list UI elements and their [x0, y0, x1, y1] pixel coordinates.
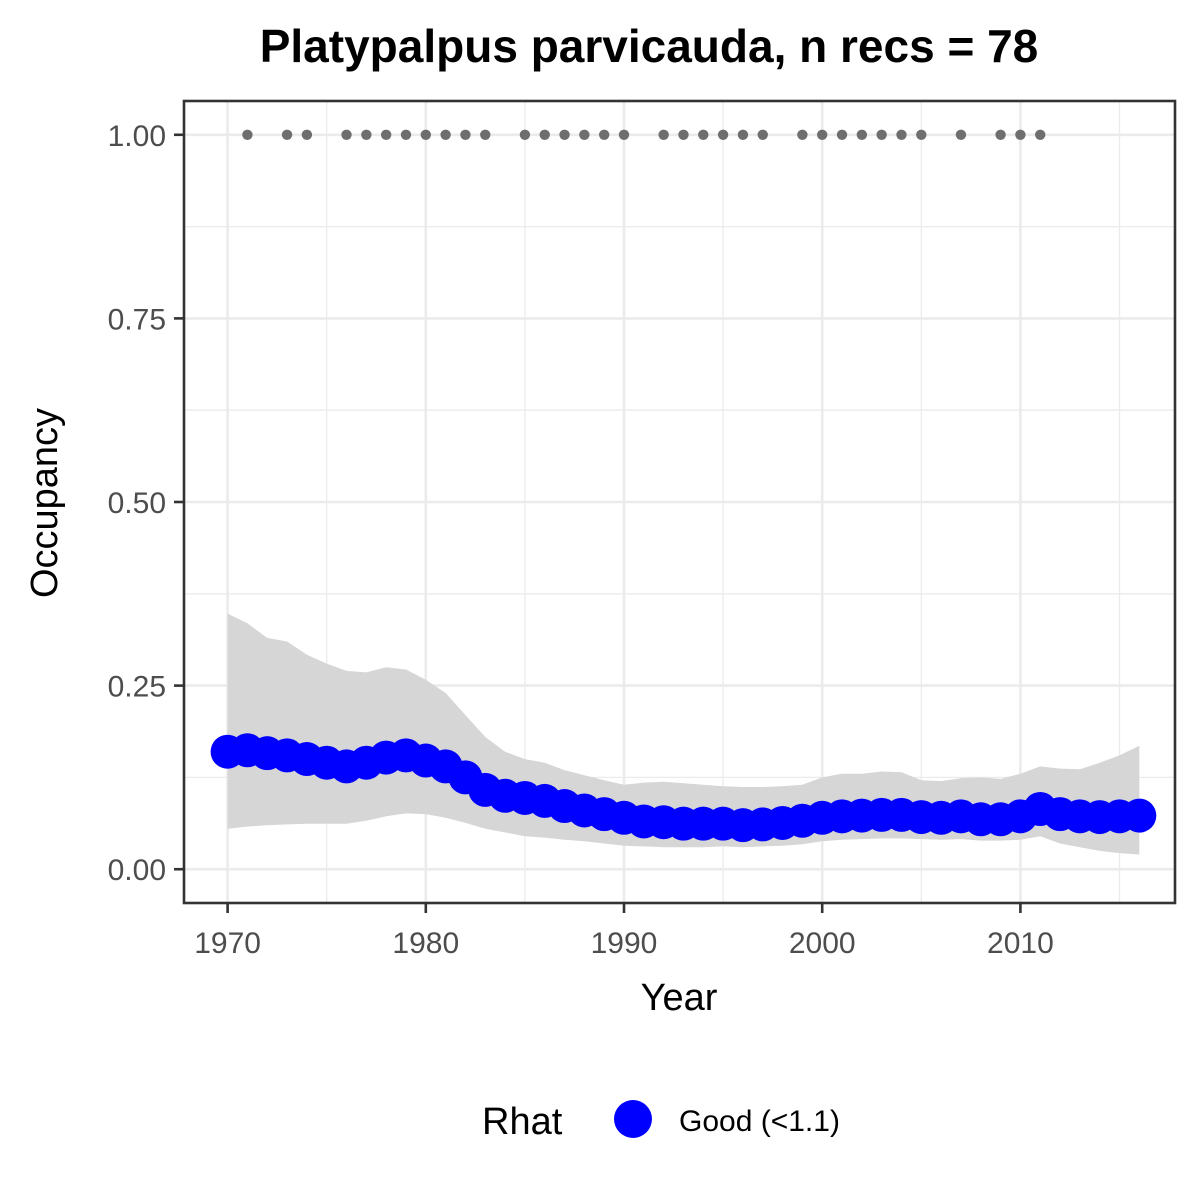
record-point	[698, 129, 709, 140]
record-point	[460, 129, 471, 140]
record-point	[757, 129, 768, 140]
record-point	[400, 129, 412, 140]
legend-key-good	[614, 1100, 652, 1138]
record-point	[896, 129, 907, 140]
legend: Rhat Good (<1.1)	[482, 1100, 840, 1143]
record-point	[242, 129, 253, 140]
x-tick-label: 1990	[591, 927, 658, 960]
record-point	[440, 129, 451, 140]
record-point	[380, 129, 392, 140]
record-point	[480, 129, 491, 140]
chart-title: Platypalpus parvicauda, n recs = 78	[260, 20, 1039, 72]
y-axis: 0.00 0.25 0.50 0.75 1.00	[108, 120, 184, 887]
record-point	[618, 129, 630, 140]
y-tick-label: 0.75	[108, 303, 166, 336]
x-tick-label: 2000	[789, 927, 856, 960]
y-tick-label: 1.00	[108, 120, 166, 153]
y-tick-label: 0.00	[108, 854, 166, 887]
y-tick-label: 0.50	[108, 487, 166, 520]
confidence-ribbon	[227, 613, 1140, 855]
legend-title: Rhat	[482, 1101, 563, 1143]
record-point	[341, 129, 352, 140]
record-point	[519, 129, 531, 140]
x-axis: 1970 1980 1990 2000 2010	[194, 903, 1054, 960]
y-tick-label: 0.25	[108, 671, 166, 704]
record-point	[717, 129, 729, 140]
record-point	[916, 129, 927, 140]
record-point	[856, 129, 868, 140]
record-point	[559, 129, 570, 140]
record-point	[876, 129, 887, 140]
record-point	[1015, 129, 1026, 140]
record-point	[817, 129, 828, 140]
record-point	[579, 129, 590, 140]
record-point	[1035, 129, 1046, 140]
record-point	[955, 129, 967, 140]
record-point	[598, 129, 610, 140]
plot-panel	[182, 99, 1177, 905]
x-axis-title: Year	[641, 977, 718, 1019]
record-point	[678, 129, 689, 140]
record-point	[361, 129, 372, 140]
record-point	[539, 129, 550, 140]
occupancy-point	[1122, 798, 1157, 833]
record-point	[737, 129, 749, 140]
record-point	[995, 129, 1006, 140]
legend-label-good: Good (<1.1)	[679, 1105, 840, 1138]
x-tick-label: 1970	[194, 927, 261, 960]
record-point	[797, 129, 808, 140]
x-tick-label: 1980	[392, 927, 459, 960]
y-axis-title: Occupancy	[24, 408, 66, 598]
record-point	[658, 129, 669, 140]
record-point	[836, 129, 848, 140]
record-point	[420, 129, 432, 140]
record-point	[281, 129, 293, 140]
record-point	[301, 129, 313, 140]
x-tick-label: 2010	[987, 927, 1054, 960]
